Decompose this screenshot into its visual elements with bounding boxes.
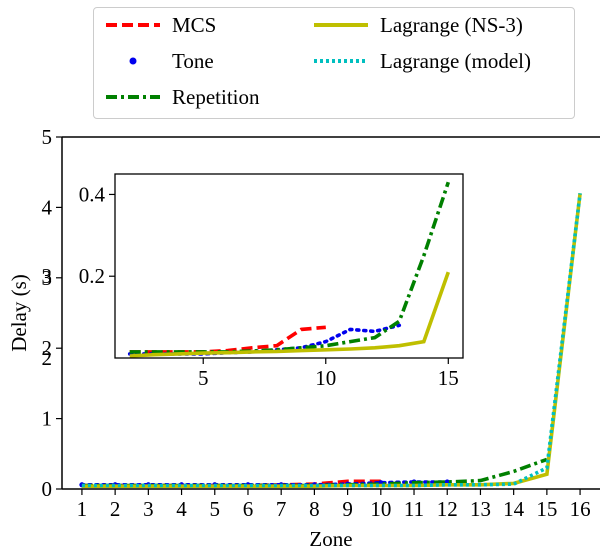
- inset-frame: [114, 173, 464, 359]
- inset-x-tick-label: 5: [198, 366, 209, 390]
- inset-background: [115, 174, 463, 358]
- legend-label-repetition: Repetition: [172, 84, 260, 109]
- legend-label-mcs: MCS: [172, 12, 217, 37]
- main-x-tick-label: 8: [309, 497, 320, 521]
- legend-label-tone: Tone: [172, 48, 214, 73]
- legend-entry-tone: Tone: [104, 46, 214, 76]
- main-series-lagrange-model: [81, 193, 582, 488]
- legend-swatch-repetition: [106, 95, 160, 99]
- legend-label-lagrange-model: Lagrange (model): [380, 48, 532, 73]
- main-y-tick-label: 3: [42, 264, 53, 288]
- legend-label-lagrange-ns3: Lagrange (NS-3): [380, 12, 523, 37]
- main-y-tick-label: 5: [42, 125, 53, 149]
- legend-entry-lagrange-model: Lagrange (model): [312, 46, 531, 76]
- inset-chart: 5 10 15 0.2 0.4 2 3: [42, 173, 464, 390]
- legend-swatch-mcs: [106, 23, 160, 27]
- main-y-tick-label: 2: [42, 336, 53, 360]
- main-x-tick-label: 6: [243, 497, 254, 521]
- main-y-tick-label: 4: [42, 195, 53, 219]
- legend-swatch-lagrange-ns3: [314, 23, 368, 27]
- main-y-tick-label: 0: [42, 477, 53, 501]
- main-x-tick-label: 7: [276, 497, 287, 521]
- inset-x-tick-label: 10: [315, 366, 336, 390]
- legend-marker-tone: [129, 57, 137, 65]
- legend-entry-mcs: MCS: [104, 10, 216, 40]
- main-series-repetition: [81, 457, 548, 488]
- main-y-tick-label: 1: [42, 407, 53, 431]
- legend-entry-repetition: Repetition: [104, 82, 260, 112]
- main-y-axis-label: Delay (s): [7, 274, 31, 352]
- main-x-tick-label: 15: [536, 497, 557, 521]
- main-x-tick-label: 4: [176, 497, 187, 521]
- inset-series-lagrange-ns-3: [129, 271, 450, 358]
- main-x-tick-label: 10: [370, 497, 391, 521]
- inset-series-repetition: [129, 181, 451, 354]
- main-x-tick-label: 11: [404, 497, 424, 521]
- legend-swatch-lagrange-model: [314, 59, 368, 63]
- legend: MCS Tone Repetition Lagrange (NS-3) Lagr…: [93, 7, 575, 119]
- inset-x-tick-label: 15: [438, 366, 459, 390]
- main-x-axis-label: Zone: [309, 527, 352, 550]
- main-x-tick-label: 13: [470, 497, 491, 521]
- main-x-tick-label: 5: [210, 497, 221, 521]
- legend-swatch-tone: [129, 57, 137, 65]
- inset-y-tick-label: 0.4: [79, 182, 106, 206]
- main-x-tick-label: 1: [77, 497, 88, 521]
- legend-entry-lagrange-ns3: Lagrange (NS-3): [312, 10, 523, 40]
- inset-y-tick-label: 0.2: [79, 264, 105, 288]
- main-x-tick-label: 9: [342, 497, 353, 521]
- main-x-tick-label: 2: [110, 497, 121, 521]
- main-x-tick-label: 14: [503, 497, 525, 521]
- main-y-tick-label: 2: [42, 346, 53, 370]
- main-y-tick-label: 3: [42, 266, 53, 290]
- main-x-tick-label: 16: [570, 497, 591, 521]
- main-x-tick-label: 3: [143, 497, 154, 521]
- main-x-tick-label: 12: [437, 497, 458, 521]
